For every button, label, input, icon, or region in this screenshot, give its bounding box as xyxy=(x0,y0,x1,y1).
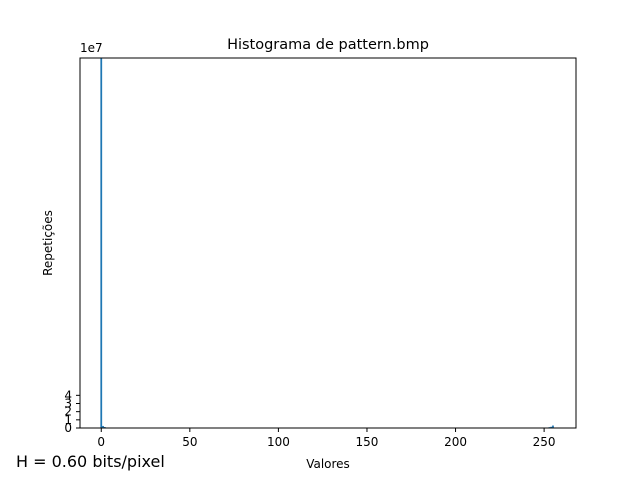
y-tick-label: 2 xyxy=(64,405,72,419)
x-tick-label: 0 xyxy=(97,435,105,449)
x-tick-label: 100 xyxy=(267,435,290,449)
y-axis-label: Repetições xyxy=(41,210,55,276)
histogram-bar xyxy=(100,58,103,428)
y-tick-label: 4 xyxy=(64,388,72,402)
histogram-bar xyxy=(550,426,553,428)
histogram-bar xyxy=(552,425,554,428)
chart-title: Histograma de pattern.bmp xyxy=(227,37,429,53)
y-tick-label: 0 xyxy=(64,421,72,435)
y-tick-label: 1 xyxy=(64,413,72,427)
x-tick-label: 200 xyxy=(444,435,467,449)
histogram-bar xyxy=(102,425,104,428)
entropy-text: H = 0.60 bits/pixel xyxy=(16,452,165,471)
plot-frame xyxy=(79,57,577,429)
x-axis-label: Valores xyxy=(306,457,350,471)
y-scale-label: 1e7 xyxy=(80,41,103,55)
x-tick-label: 150 xyxy=(356,435,379,449)
x-ticks: 0 50 100 150 200 250 xyxy=(97,428,556,449)
x-tick-label: 50 xyxy=(182,435,197,449)
x-tick-label: 250 xyxy=(533,435,556,449)
plot-area xyxy=(80,58,576,428)
y-tick-label: 3 xyxy=(64,396,72,410)
